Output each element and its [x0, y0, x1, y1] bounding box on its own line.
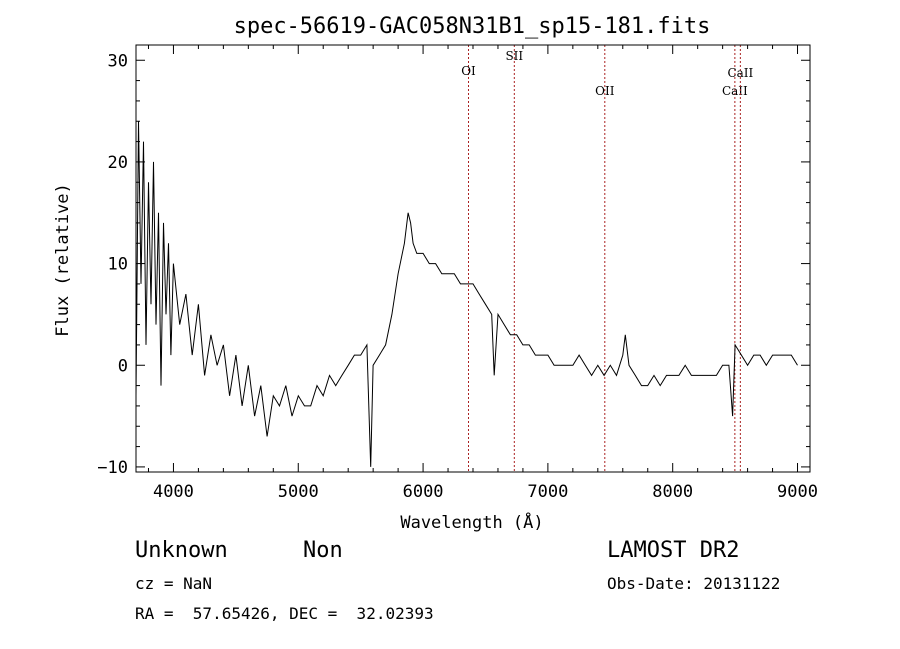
observation-date: Obs-Date: 20131122 [607, 574, 781, 593]
line-marker-label: OII [595, 84, 615, 98]
x-tick-label: 5000 [278, 482, 319, 502]
annotation-layer: OI SII OII CaII CaII [461, 45, 754, 472]
line-marker-label: OI [461, 64, 476, 78]
x-tick-label: 7000 [527, 482, 568, 502]
x-tick-label: 6000 [403, 482, 444, 502]
x-tick-label: 4000 [153, 482, 194, 502]
line-marker-label: CaII [727, 66, 753, 80]
flux-series-line [135, 121, 798, 467]
object-subclass: Non [303, 538, 343, 563]
redshift-value: cz = NaN [135, 574, 213, 593]
survey-name: LAMOST DR2 [607, 538, 740, 563]
x-tick-label: 9000 [777, 482, 818, 502]
x-axis-label: Wavelength (Å) [400, 511, 543, 533]
line-marker-label: SII [505, 49, 523, 63]
chart-title: spec-56619-GAC058N31B1_sp15-181.fits [234, 14, 711, 39]
x-tick-label: 8000 [652, 482, 693, 502]
line-marker-label: CaII [722, 84, 748, 98]
y-axis-label: Flux (relative) [53, 183, 73, 337]
y-tick-label: 0 [118, 356, 128, 376]
object-class: Unknown [135, 538, 228, 563]
y-tick-label: 10 [108, 255, 128, 275]
y-tick-label: 30 [108, 51, 128, 71]
y-tick-label: −10 [97, 458, 128, 478]
sky-coordinates: RA = 57.65426, DEC = 32.02393 [135, 604, 434, 623]
y-tick-label: 20 [108, 153, 128, 173]
tick-layer: 4000 5000 6000 7000 8000 9000 −10 0 10 20 30 [97, 45, 818, 502]
plot-frame [135, 44, 811, 473]
